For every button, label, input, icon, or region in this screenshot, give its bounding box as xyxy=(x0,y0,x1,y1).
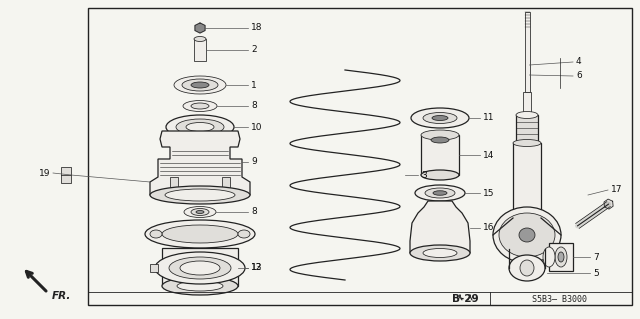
Text: 19: 19 xyxy=(38,168,50,177)
Ellipse shape xyxy=(432,115,448,121)
Ellipse shape xyxy=(421,170,459,180)
Ellipse shape xyxy=(196,211,204,213)
Ellipse shape xyxy=(423,249,457,257)
Text: 6: 6 xyxy=(576,71,582,80)
Bar xyxy=(421,135,459,175)
Ellipse shape xyxy=(513,139,541,146)
Text: 2: 2 xyxy=(251,46,257,55)
Ellipse shape xyxy=(166,115,234,139)
Bar xyxy=(516,115,538,143)
Ellipse shape xyxy=(150,186,250,204)
Ellipse shape xyxy=(410,245,470,261)
Bar xyxy=(513,143,541,218)
Text: B-29: B-29 xyxy=(452,294,478,304)
Text: 8: 8 xyxy=(251,207,257,217)
Text: 4: 4 xyxy=(576,57,582,66)
Ellipse shape xyxy=(555,247,567,267)
Ellipse shape xyxy=(180,261,220,275)
Text: 3: 3 xyxy=(421,170,427,180)
Bar xyxy=(170,177,178,189)
Ellipse shape xyxy=(433,191,447,195)
Ellipse shape xyxy=(155,252,245,284)
Ellipse shape xyxy=(194,36,206,41)
Ellipse shape xyxy=(191,209,209,216)
Bar xyxy=(525,12,529,92)
Ellipse shape xyxy=(499,213,555,257)
Text: 18: 18 xyxy=(251,24,262,33)
Ellipse shape xyxy=(162,225,238,243)
Text: 13: 13 xyxy=(251,263,262,272)
Bar xyxy=(162,248,238,286)
Ellipse shape xyxy=(558,252,564,262)
Ellipse shape xyxy=(169,257,231,279)
Ellipse shape xyxy=(411,108,469,128)
Text: 9: 9 xyxy=(251,158,257,167)
Bar xyxy=(150,264,158,272)
Text: 17: 17 xyxy=(611,186,623,195)
Ellipse shape xyxy=(184,206,216,218)
Text: FR.: FR. xyxy=(52,291,72,301)
Text: S5B3– B3000: S5B3– B3000 xyxy=(532,294,588,303)
Bar xyxy=(549,243,573,271)
Text: 14: 14 xyxy=(483,151,494,160)
Ellipse shape xyxy=(509,255,545,281)
Ellipse shape xyxy=(150,230,162,238)
Ellipse shape xyxy=(191,103,209,109)
Ellipse shape xyxy=(183,100,217,112)
Text: 7: 7 xyxy=(593,253,599,262)
Ellipse shape xyxy=(543,247,555,267)
Ellipse shape xyxy=(177,281,223,291)
Text: 12: 12 xyxy=(251,263,262,272)
Text: 10: 10 xyxy=(251,122,262,131)
Ellipse shape xyxy=(238,230,250,238)
Ellipse shape xyxy=(165,189,235,201)
Ellipse shape xyxy=(176,119,224,135)
Polygon shape xyxy=(150,131,250,195)
Ellipse shape xyxy=(425,188,455,198)
Ellipse shape xyxy=(162,277,238,295)
Bar xyxy=(222,177,230,189)
Text: 15: 15 xyxy=(483,189,495,197)
Ellipse shape xyxy=(174,76,226,94)
Text: 5: 5 xyxy=(593,269,599,278)
Ellipse shape xyxy=(145,220,255,248)
Ellipse shape xyxy=(423,113,457,123)
Text: 11: 11 xyxy=(483,114,495,122)
Bar xyxy=(61,167,71,183)
Text: 1: 1 xyxy=(251,80,257,90)
Ellipse shape xyxy=(520,260,534,276)
Ellipse shape xyxy=(431,137,449,143)
Ellipse shape xyxy=(493,207,561,263)
Ellipse shape xyxy=(191,82,209,88)
Polygon shape xyxy=(195,23,205,33)
Text: 16: 16 xyxy=(483,224,495,233)
Ellipse shape xyxy=(519,228,535,242)
Bar xyxy=(194,39,206,61)
Ellipse shape xyxy=(415,185,465,201)
Polygon shape xyxy=(410,201,470,253)
Ellipse shape xyxy=(186,122,214,131)
Bar xyxy=(88,8,632,305)
Ellipse shape xyxy=(516,112,538,118)
Ellipse shape xyxy=(182,79,218,91)
Ellipse shape xyxy=(421,130,459,140)
Polygon shape xyxy=(604,199,613,209)
Text: 8: 8 xyxy=(251,101,257,110)
Bar xyxy=(523,92,531,115)
